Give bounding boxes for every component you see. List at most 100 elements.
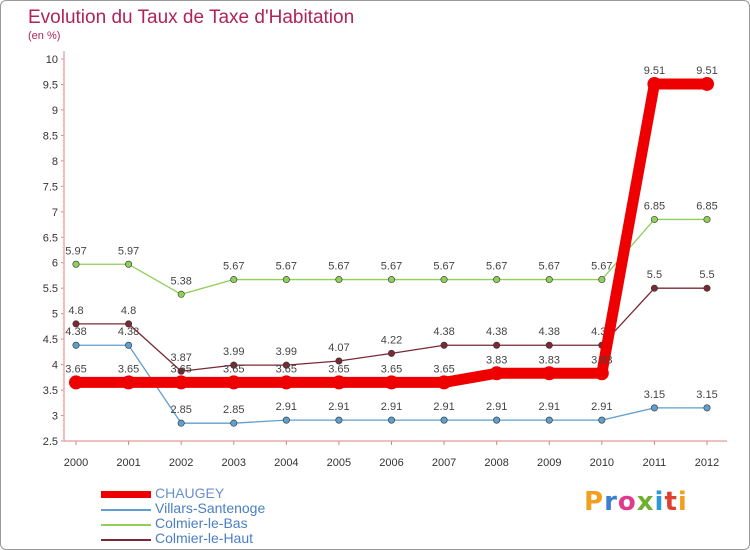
data-point: [72, 320, 80, 328]
legend-label-colmier-le-haut: Colmier-le-Haut: [155, 530, 254, 546]
data-label: 2.91: [276, 401, 297, 413]
proxiti-logo: Proxiti: [584, 487, 688, 517]
data-point: [545, 341, 553, 349]
data-label: 4.38: [65, 326, 86, 338]
y-tick-label: 8: [52, 156, 58, 168]
legend-swatch-villars-santenoge: [101, 509, 151, 511]
data-label: 3.65: [223, 363, 244, 375]
data-point: [226, 375, 241, 390]
data-label: 3.65: [65, 363, 86, 375]
data-point: [279, 375, 294, 390]
y-tick-label: 8.5: [43, 130, 58, 142]
x-tick-label: 2003: [222, 457, 246, 469]
data-label: 2.91: [539, 401, 560, 413]
data-label: 4.07: [328, 342, 349, 354]
data-label: 4.38: [486, 326, 507, 338]
y-tick-label: 6.5: [43, 232, 58, 244]
logo-letter: i: [677, 487, 688, 517]
data-point: [230, 419, 238, 427]
data-label: 3.83: [539, 354, 560, 366]
data-label: 3.65: [433, 363, 454, 375]
data-label: 4.38: [539, 326, 560, 338]
x-tick-label: 2004: [274, 457, 298, 469]
data-label: 2.91: [433, 401, 454, 413]
data-label: 6.85: [644, 200, 665, 212]
data-point: [594, 366, 609, 381]
data-label: 2.91: [328, 401, 349, 413]
y-tick-label: 6: [52, 258, 58, 270]
data-label: 4.8: [121, 305, 136, 317]
y-tick-label: 7: [52, 207, 58, 219]
y-tick-label: 4: [52, 360, 58, 372]
data-point: [545, 416, 553, 424]
data-point: [282, 276, 290, 284]
data-point: [230, 361, 238, 369]
data-label: 5.67: [591, 261, 612, 273]
data-label: 3.99: [223, 346, 244, 358]
data-point: [230, 276, 238, 284]
data-point: [440, 276, 448, 284]
legend-label-villars-santenoge: Villars-Santenoge: [155, 500, 266, 516]
data-point: [335, 416, 343, 424]
data-label: 3.65: [170, 363, 191, 375]
data-label: 9.51: [644, 65, 665, 77]
data-label: 4.38: [433, 326, 454, 338]
data-point: [440, 416, 448, 424]
data-label: 4.22: [381, 334, 402, 346]
data-point: [489, 366, 504, 381]
x-tick-label: 2000: [64, 457, 88, 469]
y-tick-label: 9: [52, 105, 58, 117]
data-point: [177, 367, 185, 375]
data-label: 3.87: [170, 352, 191, 364]
data-point: [282, 416, 290, 424]
legend-swatch-colmier-le-haut: [101, 539, 151, 541]
logo-letter: P: [584, 487, 605, 517]
data-point: [121, 375, 136, 390]
logo-letter: o: [617, 487, 637, 517]
x-tick-label: 2012: [695, 457, 719, 469]
chart-subtitle: (en %): [28, 30, 61, 42]
x-tick-label: 2009: [537, 457, 561, 469]
y-tick-label: 10: [46, 54, 58, 66]
data-point: [69, 375, 83, 390]
data-point: [440, 341, 448, 349]
y-tick-label: 9.5: [43, 79, 58, 91]
x-tick-label: 2002: [169, 457, 193, 469]
data-label: 3.83: [591, 354, 612, 366]
data-point: [72, 260, 80, 268]
data-label: 2.91: [591, 401, 612, 413]
data-label: 6.85: [696, 200, 717, 212]
data-point: [125, 320, 133, 328]
data-label: 5.5: [647, 269, 662, 281]
data-point: [125, 341, 133, 349]
x-tick-label: 2007: [432, 457, 456, 469]
data-point: [177, 419, 185, 427]
data-label: 3.15: [696, 389, 717, 401]
x-tick-label: 2006: [379, 457, 403, 469]
data-point: [703, 404, 711, 412]
data-point: [282, 361, 290, 369]
data-label: 5.67: [276, 261, 297, 273]
data-label: 5.67: [539, 261, 560, 273]
data-label: 3.15: [644, 389, 665, 401]
data-point: [387, 416, 395, 424]
data-label: 5.67: [433, 261, 454, 273]
y-tick-label: 5: [52, 309, 58, 321]
x-tick-label: 2011: [643, 457, 667, 469]
data-label: 2.91: [486, 401, 507, 413]
data-point: [177, 290, 185, 298]
data-point: [493, 341, 501, 349]
data-point: [598, 416, 606, 424]
x-tick-label: 2008: [484, 457, 508, 469]
y-tick-label: 3: [52, 411, 58, 423]
x-tick-label: 2005: [327, 457, 351, 469]
data-point: [598, 276, 606, 284]
data-point: [384, 375, 399, 390]
data-label: 3.65: [381, 363, 402, 375]
data-label: 9.51: [696, 65, 717, 77]
y-tick-label: 5.5: [43, 283, 58, 295]
data-label: 5.67: [381, 261, 402, 273]
data-point: [387, 276, 395, 284]
logo-letter: t: [664, 487, 678, 517]
data-label: 5.38: [170, 275, 191, 287]
